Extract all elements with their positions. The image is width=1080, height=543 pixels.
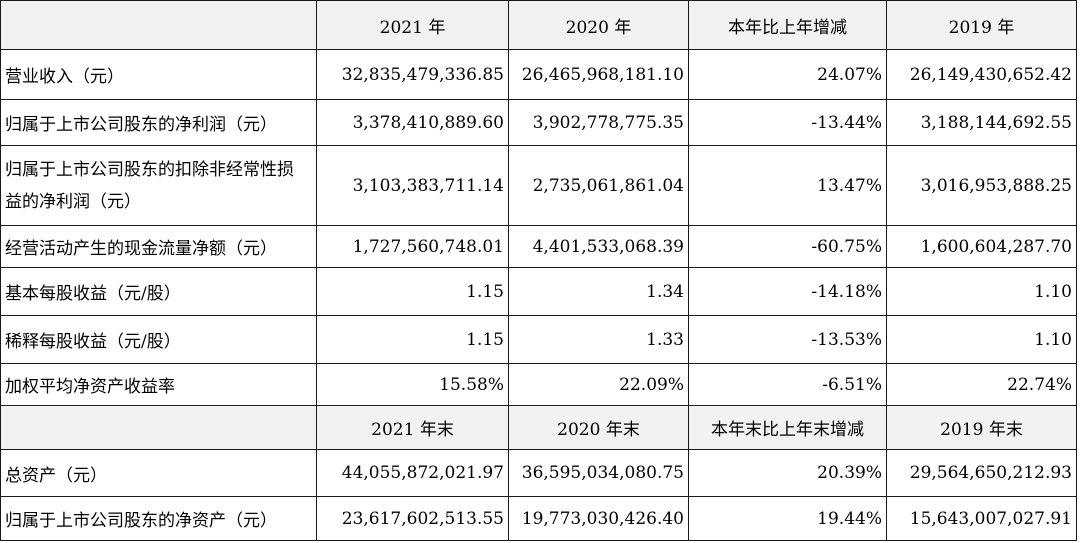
cell-2019: 26,149,430,652.42 [886, 49, 1077, 100]
header-2020-end: 2020 年末 [508, 405, 689, 450]
cell-2019: 29,564,650,212.93 [886, 449, 1077, 497]
cell-2020: 22.09% [508, 363, 689, 406]
table-row: 稀释每股收益（元/股） 1.15 1.33 -13.53% 1.10 [0, 315, 1077, 364]
table-row: 基本每股收益（元/股） 1.15 1.34 -14.18% 1.10 [0, 267, 1077, 316]
cell-2019: 1.10 [886, 267, 1077, 316]
row-label: 经营活动产生的现金流量净额（元） [0, 225, 317, 268]
cell-2020: 26,465,968,181.10 [508, 49, 689, 100]
cell-change: -13.44% [688, 99, 887, 146]
header-label-cell [0, 405, 317, 450]
cell-2020: 3,902,778,775.35 [508, 99, 689, 146]
cell-change: -60.75% [688, 225, 887, 268]
cell-2019: 1.10 [886, 315, 1077, 364]
cell-2021: 1.15 [316, 267, 509, 316]
cell-change: 13.47% [688, 145, 887, 226]
cell-2021: 3,378,410,889.60 [316, 99, 509, 146]
cell-2020: 36,595,034,080.75 [508, 449, 689, 497]
row-label: 总资产（元） [0, 449, 317, 497]
header-label-cell [0, 0, 317, 50]
cell-change: -13.53% [688, 315, 887, 364]
cell-2020: 19,773,030,426.40 [508, 496, 689, 541]
cell-change: 24.07% [688, 49, 887, 100]
cell-2021: 32,835,479,336.85 [316, 49, 509, 100]
row-label: 稀释每股收益（元/股） [0, 315, 317, 364]
cell-2019: 22.74% [886, 363, 1077, 406]
cell-2020: 1.34 [508, 267, 689, 316]
table-row: 归属于上市公司股东的扣除非经常性损益的净利润（元） 3,103,383,711.… [0, 145, 1077, 226]
cell-2019: 3,188,144,692.55 [886, 99, 1077, 146]
table-header-row: 2021 年末 2020 年末 本年末比上年末增减 2019 年末 [0, 405, 1077, 450]
cell-2020: 1.33 [508, 315, 689, 364]
table-row: 经营活动产生的现金流量净额（元） 1,727,560,748.01 4,401,… [0, 225, 1077, 268]
row-label: 基本每股收益（元/股） [0, 267, 317, 316]
row-label: 归属于上市公司股东的净资产（元） [0, 496, 317, 541]
row-label: 归属于上市公司股东的扣除非经常性损益的净利润（元） [0, 145, 317, 226]
cell-2021: 44,055,872,021.97 [316, 449, 509, 497]
table-row: 归属于上市公司股东的净利润（元） 3,378,410,889.60 3,902,… [0, 99, 1077, 146]
header-change-end: 本年末比上年末增减 [688, 405, 887, 450]
row-label: 加权平均净资产收益率 [0, 363, 317, 406]
header-2021-end: 2021 年末 [316, 405, 509, 450]
table-row: 营业收入（元） 32,835,479,336.85 26,465,968,181… [0, 49, 1077, 100]
table-row: 归属于上市公司股东的净资产（元） 23,617,602,513.55 19,77… [0, 496, 1077, 541]
cell-change: 19.44% [688, 496, 887, 541]
table-row: 加权平均净资产收益率 15.58% 22.09% -6.51% 22.74% [0, 363, 1077, 406]
table-row: 总资产（元） 44,055,872,021.97 36,595,034,080.… [0, 449, 1077, 497]
cell-2021: 23,617,602,513.55 [316, 496, 509, 541]
cell-change: 20.39% [688, 449, 887, 497]
header-2020: 2020 年 [508, 0, 689, 50]
row-label: 营业收入（元） [0, 49, 317, 100]
cell-2019: 15,643,007,027.91 [886, 496, 1077, 541]
cell-2020: 4,401,533,068.39 [508, 225, 689, 268]
cell-2021: 3,103,383,711.14 [316, 145, 509, 226]
header-2021: 2021 年 [316, 0, 509, 50]
header-change: 本年比上年增减 [688, 0, 887, 50]
cell-change: -14.18% [688, 267, 887, 316]
cell-2019: 3,016,953,888.25 [886, 145, 1077, 226]
cell-2021: 1,727,560,748.01 [316, 225, 509, 268]
cell-2019: 1,600,604,287.70 [886, 225, 1077, 268]
header-2019: 2019 年 [886, 0, 1077, 50]
row-label: 归属于上市公司股东的净利润（元） [0, 99, 317, 146]
cell-2021: 1.15 [316, 315, 509, 364]
cell-2020: 2,735,061,861.04 [508, 145, 689, 226]
cell-2021: 15.58% [316, 363, 509, 406]
cell-change: -6.51% [688, 363, 887, 406]
header-2019-end: 2019 年末 [886, 405, 1077, 450]
table-header-row: 2021 年 2020 年 本年比上年增减 2019 年 [0, 0, 1077, 50]
